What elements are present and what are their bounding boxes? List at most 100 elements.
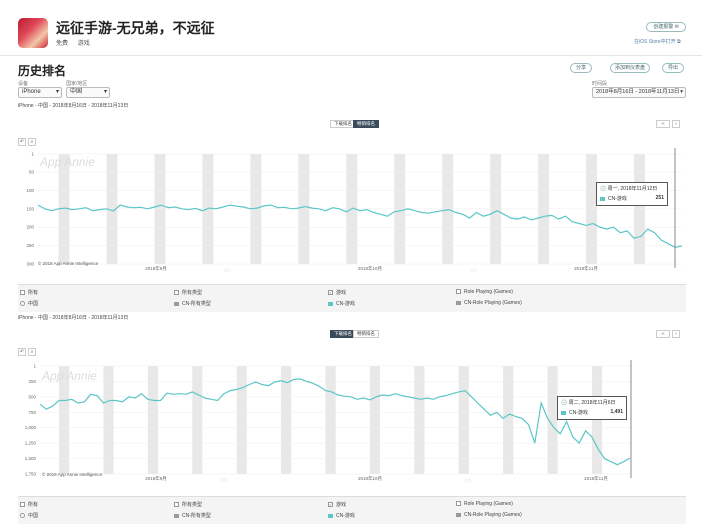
c1-ytick-label: 1	[31, 152, 34, 157]
c2-ytick-label: 750	[28, 410, 36, 415]
add-to-dashboard-button[interactable]: 添加到仪表盘	[610, 63, 650, 73]
c2-weekend-band	[414, 366, 425, 474]
chart2-gridlines	[40, 365, 630, 475]
device-label: 设备	[18, 81, 29, 87]
c2-weekend-band	[281, 366, 292, 474]
c1-ytick-label: 250	[26, 243, 34, 248]
chart1-scroll-handle-b: ◌◌	[470, 268, 478, 274]
chart1-tooltip-date: 🕘 周一, 2018年11月12日	[600, 186, 658, 192]
legend1-all[interactable]: 所有	[20, 289, 38, 296]
legend2-games[interactable]: ✓ 游戏	[328, 502, 347, 508]
chart1-tooltip-row: CN-游戏 251	[600, 195, 664, 202]
app-title: 远征手游-无兄弟，不远征	[56, 20, 215, 36]
c1-ytick-label: 100	[26, 188, 34, 193]
chart1-scroll-handle-a: ◌◌	[224, 268, 232, 274]
legend1-games[interactable]: ✓ 游戏	[328, 290, 347, 296]
create-alert-button[interactable]: 创建报警 ✉	[646, 22, 686, 32]
legend1-cn-rpg[interactable]: CN-Role Playing (Games)	[456, 300, 522, 306]
c2-ytick-label: 1,500	[25, 456, 37, 461]
c1-xtick-label: 2018年10月	[358, 265, 382, 272]
c2-xtick-label: 2018年9月	[145, 475, 167, 482]
legend2-cn-all[interactable]: CN-所有类型	[174, 512, 211, 519]
chart1-watermark: App Annie	[39, 155, 95, 169]
c2-weekend-band	[59, 366, 70, 474]
date-range-label: 时间段	[592, 81, 608, 87]
c1-xtick-label: 2018年9月	[145, 265, 167, 272]
chart1-legend: 所有 所有类型 ✓ 游戏 Role Playing (Games) 中国 CN-所…	[18, 284, 686, 312]
legend1-china[interactable]: 中国	[20, 300, 38, 307]
app-meta: 免费 游戏	[56, 38, 98, 47]
c2-weekend-band	[192, 366, 203, 474]
c2-weekend-band	[147, 366, 158, 474]
c2-ytick-label: 1,750	[25, 472, 37, 477]
chart2-grossing-toggle[interactable]: 畅销排名	[353, 330, 379, 338]
c2-weekend-band	[458, 366, 469, 474]
chart1-gridlines	[38, 153, 682, 265]
c1-xtick-label: 2018年11月	[574, 265, 598, 272]
device-select[interactable]: iPhone ▾	[18, 87, 62, 98]
chart1-zoom-icon[interactable]: ⌕	[28, 138, 36, 146]
c2-weekend-band	[547, 366, 558, 474]
c2-weekend-band	[325, 366, 336, 474]
c2-weekend-band	[236, 366, 247, 474]
chart2-legend: 所有 所有类型 ✓ 游戏 Role Playing (Games) 中国 CN-所…	[18, 496, 686, 524]
legend2-rpg[interactable]: Role Playing (Games)	[456, 501, 513, 507]
c2-weekend-band	[103, 366, 114, 474]
chart2-scroll-handle-b: ◌◌	[464, 478, 472, 484]
chart2-weekend-bands	[59, 366, 603, 474]
c2-ytick-label: 1,250	[25, 441, 37, 446]
legend2-all[interactable]: 所有	[20, 501, 38, 508]
legend2-cn-games[interactable]: CN-游戏	[328, 512, 355, 519]
date-range-select[interactable]: 2018年8月16日 - 2018年11月13日 ▾	[592, 87, 686, 98]
c2-xtick-label: 2018年11月	[584, 475, 608, 482]
chart2-next-icon[interactable]: ›	[672, 330, 680, 338]
chart2-copyright: © 2018 App Annie Intelligence	[42, 471, 103, 477]
c2-weekend-band	[591, 366, 603, 474]
chart2-series-line	[39, 378, 631, 466]
chart1-subtitle: iPhone - 中国 - 2018年8月16日 - 2018年11月13日	[18, 103, 129, 109]
legend1-cn-games[interactable]: CN-游戏	[328, 300, 355, 307]
chart2-tooltip-date: 🕘 周二, 2018年11月6日	[561, 400, 616, 406]
chart1-undo-icon[interactable]: ↶	[18, 138, 26, 146]
legend2-cn-rpg[interactable]: CN-Role Playing (Games)	[456, 512, 522, 518]
header-divider	[0, 55, 702, 56]
c2-weekend-band	[369, 366, 381, 474]
c2-ytick-label: 1,000	[25, 425, 37, 430]
chart1-next-icon[interactable]: ›	[672, 120, 680, 128]
c1-ytick-label: 200	[26, 225, 34, 230]
chart2-tooltip: 🕘 周二, 2018年11月6日 CN-游戏 1,491	[557, 396, 627, 420]
legend1-cn-all[interactable]: CN-所有类型	[174, 300, 211, 307]
chart1-series-line	[37, 204, 683, 249]
legend2-all-types[interactable]: 所有类型	[174, 501, 202, 508]
chart1-grossing-toggle[interactable]: 畅销排名	[353, 120, 379, 128]
c2-ytick-label: 1	[33, 364, 36, 369]
c2-xtick-label: 2018年10月	[358, 475, 382, 482]
chart1-prev-icon[interactable]: ‹‹	[656, 120, 670, 128]
app-icon	[18, 18, 48, 48]
c1-ytick-label: 300	[26, 262, 34, 267]
share-button[interactable]: 分享	[570, 63, 592, 73]
chart2-y-axis: 1 250 500 750 1,000 1,250 1,500 1,750	[25, 364, 37, 477]
country-label: 国家/地区	[66, 81, 88, 87]
chart2-prev-icon[interactable]: ‹‹	[656, 330, 670, 338]
c1-ytick-label: 150	[26, 206, 34, 211]
chart2-undo-icon[interactable]: ↶	[18, 348, 26, 356]
chart1-x-axis: 2018年9月 2018年10月 2018年11月	[145, 265, 598, 272]
export-button[interactable]: 导出	[662, 63, 684, 73]
legend2-china[interactable]: 中国	[20, 512, 38, 519]
legend1-all-types[interactable]: 所有类型	[174, 289, 202, 296]
c2-ytick-label: 500	[28, 394, 36, 399]
chart2-zoom-icon[interactable]: ⌕	[28, 348, 36, 356]
legend1-rpg[interactable]: Role Playing (Games)	[456, 289, 513, 295]
country-select[interactable]: 中国 ▾	[66, 87, 110, 98]
chart1-tooltip: 🕘 周一, 2018年11月12日 CN-游戏 251	[596, 182, 668, 206]
chart1-copyright: © 2018 App Annie Intelligence	[38, 260, 99, 266]
chart2-tooltip-row: CN-游戏 1,491	[561, 409, 623, 416]
chart2-watermark: App Annie	[41, 369, 97, 383]
open-in-store-link[interactable]: 在iOS Store中打开 ⧉	[634, 39, 681, 45]
chart2-subtitle: iPhone - 中国 - 2018年8月16日 - 2018年11月13日	[18, 315, 129, 321]
c2-weekend-band	[503, 366, 514, 474]
